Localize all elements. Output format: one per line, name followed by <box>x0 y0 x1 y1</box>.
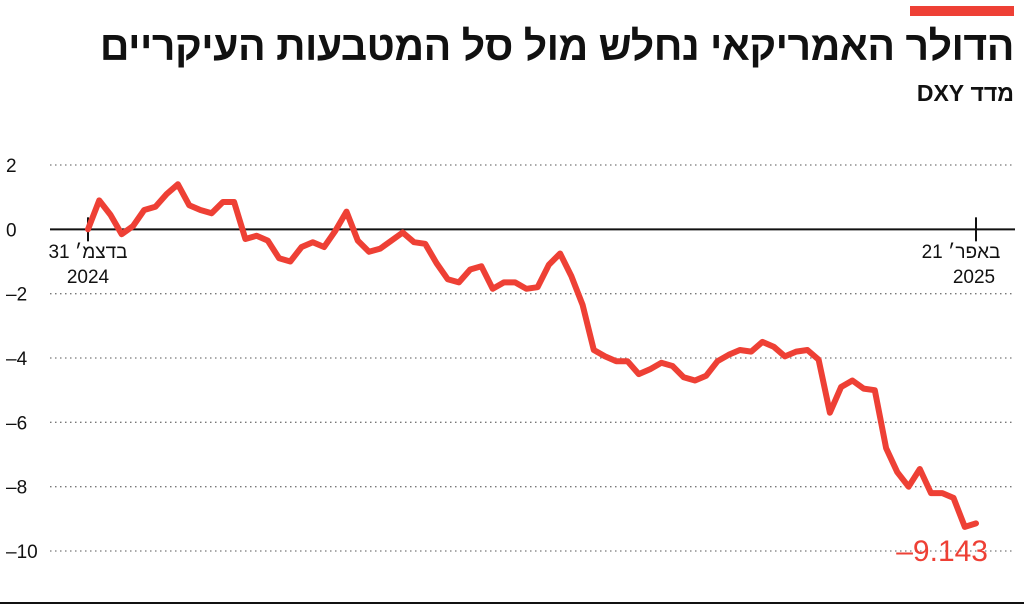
end-date-label: 21 באפר׳ <box>922 242 1001 263</box>
last-value-label: –9.143 <box>896 535 988 568</box>
gridlines <box>50 164 1015 552</box>
y-tick-label: –4 <box>6 349 28 370</box>
chart-subtitle: מדד DXY <box>916 80 1014 106</box>
end-year-label: 2025 <box>953 267 995 288</box>
y-tick-label: –10 <box>6 542 38 563</box>
dxy-series-line <box>85 181 979 530</box>
y-tick-label: –6 <box>6 413 27 434</box>
chart-title: הדולר האמריקאי נחלש מול סל המטבעות העיקר… <box>99 23 1015 69</box>
y-tick-label: 2 <box>6 156 17 177</box>
start-year-label: 2024 <box>67 267 110 288</box>
accent-bar <box>910 6 1014 16</box>
y-tick-label: –8 <box>6 478 27 499</box>
start-date-label: 31 בדצמ׳ <box>48 242 127 263</box>
y-axis-tick-labels: 2 0 –2 –4 –6 –8 –10 <box>6 156 38 563</box>
y-tick-label: –2 <box>6 285 27 306</box>
y-tick-label: 0 <box>6 220 17 241</box>
